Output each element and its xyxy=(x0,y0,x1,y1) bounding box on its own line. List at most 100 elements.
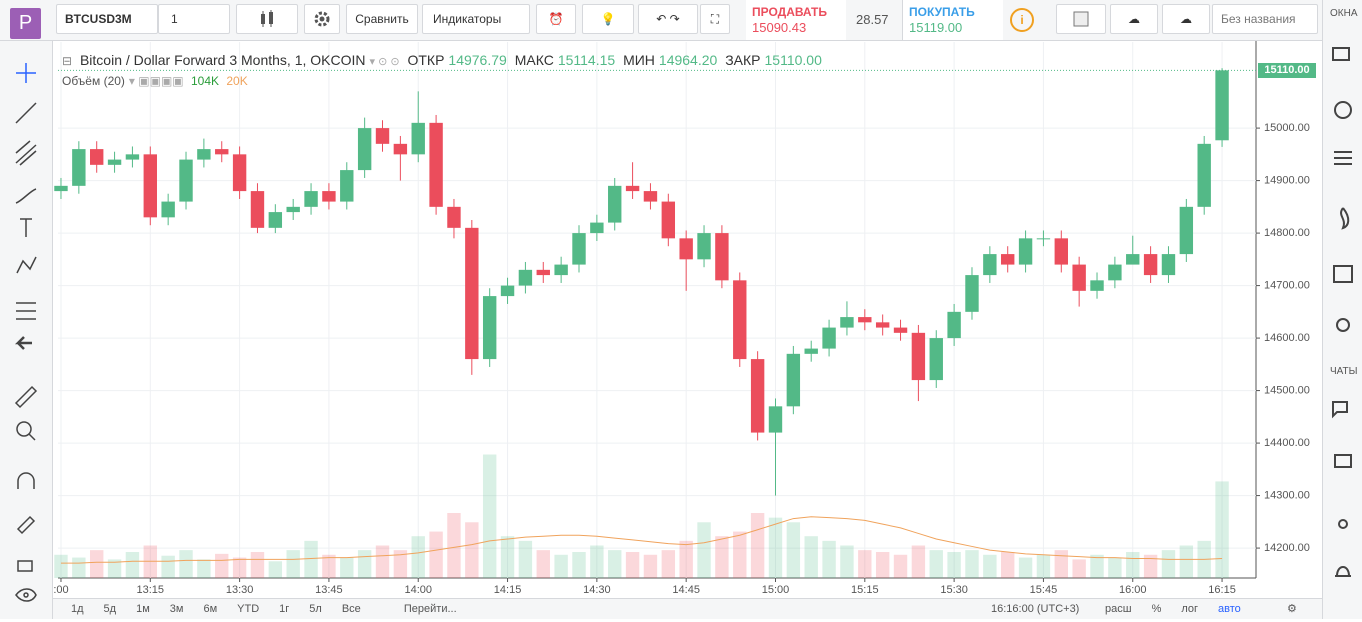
candle-body xyxy=(858,317,872,323)
color-button[interactable] xyxy=(1056,4,1106,34)
x-tick-label: 16:00 xyxy=(1119,584,1147,596)
gear-icon xyxy=(314,11,330,27)
chart-style-button[interactable] xyxy=(236,4,298,34)
y-tick-label: 14700.00 xyxy=(1264,279,1310,291)
volume-bar xyxy=(411,536,425,578)
bar-button[interactable]: лог xyxy=(1181,603,1199,615)
y-tick-label: 14800.00 xyxy=(1264,227,1310,239)
bar-button[interactable]: 5д xyxy=(103,603,117,615)
bar-button[interactable]: 1д xyxy=(71,603,84,615)
volume-bar xyxy=(822,540,836,578)
candle-body xyxy=(447,206,461,228)
volume-bar xyxy=(1215,481,1229,578)
legend-title: Bitcoin / Dollar Forward 3 Months, 1, OK… xyxy=(79,52,366,68)
chats-label: ЧАТЫ xyxy=(1330,366,1358,377)
buy-label: ПОКУПАТЬ xyxy=(909,5,975,19)
volume-bar xyxy=(536,550,550,578)
x-tick-label: 13:15 xyxy=(137,584,165,596)
logo[interactable]: P xyxy=(10,8,41,39)
hint-button[interactable]: 💡 xyxy=(582,4,634,34)
bar-button[interactable]: 1г xyxy=(279,603,290,615)
candle-body xyxy=(1001,254,1015,265)
candle-body xyxy=(500,285,515,297)
volume-bar xyxy=(786,522,801,578)
candle-body xyxy=(1161,254,1176,276)
volume-bar xyxy=(197,559,211,578)
volume-bar xyxy=(179,550,193,578)
undo-redo[interactable]: ↶ ↷ xyxy=(638,4,698,34)
x-tick-label: 14:15 xyxy=(494,584,522,596)
candle-body xyxy=(393,143,408,155)
spread: 28.57 xyxy=(856,12,889,27)
volume-bar xyxy=(429,531,443,578)
symbol-legend: ⊟ Bitcoin / Dollar Forward 3 Months, 1, … xyxy=(62,52,822,68)
settings-button[interactable] xyxy=(304,4,340,34)
bar-button[interactable]: % xyxy=(1151,603,1162,615)
volume-bar xyxy=(661,550,676,578)
layout-name[interactable]: Без названия xyxy=(1212,4,1318,34)
y-tick-label: 14200.00 xyxy=(1264,542,1310,554)
info-icon[interactable]: i xyxy=(1010,8,1034,32)
candle-body xyxy=(90,149,104,165)
candle-body xyxy=(1197,143,1211,207)
x-tick-label: 14:30 xyxy=(583,584,611,596)
volume-bar xyxy=(608,550,622,578)
volume-bar xyxy=(215,553,229,578)
candle-body xyxy=(268,212,283,228)
volume-legend: Объём (20) ▾ ▣▣▣▣ 104K 20K xyxy=(62,74,248,88)
candle-body xyxy=(768,406,783,433)
candle-body xyxy=(215,149,229,155)
compare-button[interactable]: Сравнить xyxy=(346,4,418,34)
volume-bar xyxy=(840,545,854,578)
candle-body xyxy=(1072,264,1086,291)
right-panel: ОКНА ЧАТЫ xyxy=(1322,0,1362,619)
volume-bar xyxy=(90,550,104,578)
bar-button[interactable]: 5л xyxy=(309,603,322,615)
candle-body xyxy=(643,191,658,202)
volume-bar xyxy=(268,561,283,578)
bar-button[interactable]: Все xyxy=(341,603,361,615)
fullscreen-button[interactable]: ⛶ xyxy=(700,4,730,34)
volume-bar xyxy=(518,540,533,578)
y-tick-label: 14600.00 xyxy=(1264,332,1310,344)
sell-box[interactable]: ПРОДАВАТЬ 15090.43 xyxy=(746,0,846,40)
high-value: 15114.15 xyxy=(557,52,616,68)
buy-box[interactable]: ПОКУПАТЬ 15119.00 xyxy=(902,0,1003,40)
volume-bar xyxy=(750,513,765,578)
bar-button[interactable]: авто xyxy=(1218,603,1241,615)
x-tick-label: 15:30 xyxy=(940,584,968,596)
indicators-button[interactable]: Индикаторы xyxy=(422,4,530,34)
volume-bar xyxy=(1072,559,1086,578)
settings-icon[interactable]: ⚙ xyxy=(1287,603,1297,615)
volume-title: Объём (20) xyxy=(62,74,125,88)
cloud-load[interactable]: ☁ xyxy=(1110,4,1158,34)
volume-bar xyxy=(929,550,943,578)
candle-body xyxy=(54,185,68,192)
x-tick-label: 14:00 xyxy=(404,584,432,596)
candle-body xyxy=(893,327,908,333)
candle-body xyxy=(518,269,533,286)
bar-button[interactable]: YTD xyxy=(237,603,260,615)
alert-button[interactable]: ⏰ xyxy=(536,4,576,34)
x-tick-label: 15:45 xyxy=(1030,584,1058,596)
interval-select[interactable]: 1 xyxy=(158,4,230,34)
symbol-input[interactable]: BTCUSD3M xyxy=(56,4,158,34)
goto-button[interactable]: Перейти... xyxy=(403,603,457,615)
x-tick-label: 14:45 xyxy=(672,584,700,596)
y-tick-label: 15000.00 xyxy=(1264,122,1310,134)
volume-bar xyxy=(554,554,568,578)
bar-button[interactable]: 1м xyxy=(136,603,150,615)
candle-body xyxy=(679,238,693,260)
bar-button[interactable]: расш xyxy=(1105,603,1132,615)
volume-bar xyxy=(1090,554,1104,578)
candle-body xyxy=(661,201,676,239)
bar-button[interactable]: 3м xyxy=(169,603,184,615)
bar-button[interactable]: 6м xyxy=(203,603,218,615)
volume-bar xyxy=(1179,545,1194,578)
volume-bar xyxy=(1143,554,1158,578)
volume-bar xyxy=(357,550,372,578)
range-buttons: 1д 5д 1м 3м 6м YTD 1г 5л Все xyxy=(71,603,381,615)
cloud-save[interactable]: ☁ xyxy=(1162,4,1210,34)
volume-bar xyxy=(875,552,890,578)
y-tick-label: 14500.00 xyxy=(1264,384,1310,396)
